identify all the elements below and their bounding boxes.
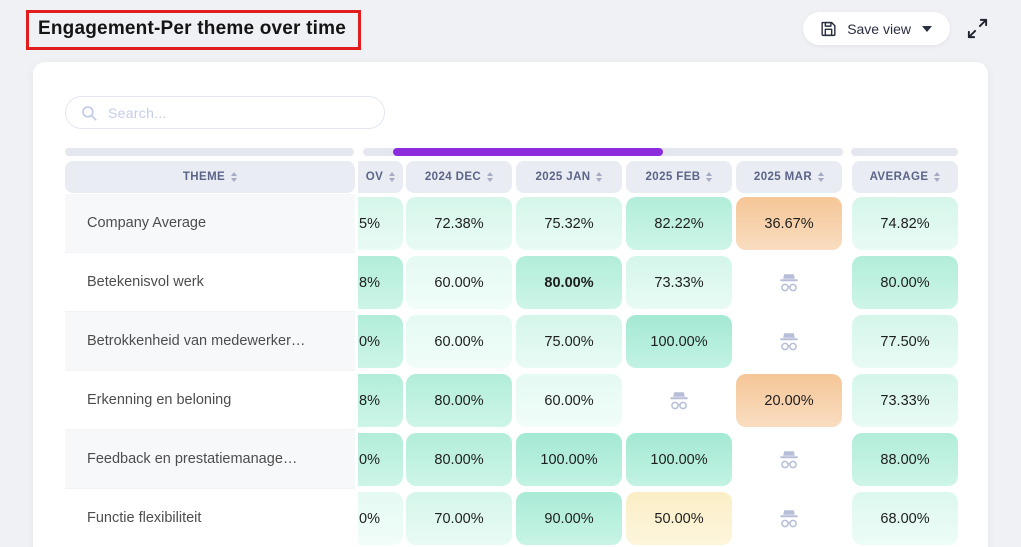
table-header-row: THEME OV 2024 DEC 2025 JAN 2025 FEB 2025 MAR A… [65,159,958,194]
value-cell: 100.00% [516,433,622,486]
value-cell: 88.00% [852,433,958,486]
column-header-dec[interactable]: 2024 DEC [406,160,512,193]
column-header-label: 2024 DEC [424,170,482,183]
column-header-nov[interactable]: OV [358,160,403,193]
column-header-jan[interactable]: 2025 JAN [516,160,622,193]
column-header-label: AVERAGE [869,170,929,183]
save-icon [819,19,838,38]
value-cell: 60.00% [406,256,512,309]
theme-cell: Betrokkenheid van medewerker… [65,312,355,371]
scrollbar-track [851,148,958,156]
theme-cell: Betekenisvol werk [65,253,355,312]
save-view-button[interactable]: Save view [803,12,950,45]
column-header-theme[interactable]: THEME [65,160,355,193]
value-cell: 60.00% [406,315,512,368]
table-row: Betrokkenheid van medewerker… 0% 60.00% 75.… [65,312,958,371]
value-cell: 90.00% [516,492,622,545]
value-cell: 75.32% [516,197,622,250]
value-cell-anonymous [736,315,842,368]
report-card: THEME OV 2024 DEC 2025 JAN 2025 FEB 2025 MAR A… [33,62,988,547]
value-cell: 0% [358,492,403,545]
column-header-mar[interactable]: 2025 MAR [736,160,842,193]
column-header-avg[interactable]: AVERAGE [852,160,958,193]
column-header-label: 2025 JAN [535,170,591,183]
table-row: Erkenning en beloning 8% 80.00% 60.00% 20.00… [65,371,958,430]
value-cell: 8% [358,256,403,309]
theme-cell: Feedback en prestatiemanage… [65,430,355,489]
value-cell: 80.00% [406,374,512,427]
save-view-label: Save view [847,20,911,37]
title-annotation-box: Engagement-Per theme over time [26,10,361,50]
value-cell: 8% [358,374,403,427]
value-cell: 80.00% [852,256,958,309]
column-header-label: OV [365,170,384,183]
value-cell: 50.00% [626,492,732,545]
sort-icon [389,171,396,182]
sort-icon [596,171,603,182]
page-title: Engagement-Per theme over time [38,18,346,39]
horizontal-scrollbar [65,148,958,156]
table-row: Betekenisvol werk 8% 60.00% 80.00% 73.33% 80.… [65,253,958,312]
search-box[interactable] [65,96,385,129]
table: THEME OV 2024 DEC 2025 JAN 2025 FEB 2025 MAR A… [65,159,958,547]
value-cell: 80.00% [406,433,512,486]
scrollbar-thumb[interactable] [393,148,663,156]
value-cell-anonymous [626,374,732,427]
table-row: Company Average 5% 72.38% 75.32% 82.22% 36.67… [65,194,958,253]
value-cell: 0% [358,433,403,486]
value-cell: 70.00% [406,492,512,545]
value-cell: 100.00% [626,315,732,368]
value-cell: 73.33% [852,374,958,427]
sort-icon [231,171,238,182]
sort-icon [934,171,941,182]
value-cell: 68.00% [852,492,958,545]
anonymous-icon [667,390,691,411]
value-cell: 5% [358,197,403,250]
value-cell: 100.00% [626,433,732,486]
theme-cell: Company Average [65,194,355,253]
value-cell: 77.50% [852,315,958,368]
top-bar: Engagement-Per theme over time Save view [0,0,1021,56]
value-cell-anonymous [736,433,842,486]
theme-cell: Erkenning en beloning [65,371,355,430]
search-input[interactable] [108,104,370,121]
value-cell: 74.82% [852,197,958,250]
sort-icon [487,171,494,182]
anonymous-icon [777,449,801,470]
value-cell: 80.00% [516,256,622,309]
anonymous-icon [777,508,801,529]
value-cell: 0% [358,315,403,368]
anonymous-icon [777,272,801,293]
search-icon [80,104,98,122]
table-row: Feedback en prestatiemanage… 0% 80.00% 100.… [65,430,958,489]
value-cell-anonymous [736,256,842,309]
anonymous-icon [777,331,801,352]
table-row: Functie flexibiliteit 0% 70.00% 90.00% 50.00… [65,489,958,547]
theme-cell: Functie flexibiliteit [65,489,355,547]
value-cell: 20.00% [736,374,842,427]
value-cell: 60.00% [516,374,622,427]
value-cell: 72.38% [406,197,512,250]
value-cell-anonymous [736,492,842,545]
expand-arrows-icon [966,17,989,40]
chevron-down-icon [922,25,932,32]
scrollbar-track [65,148,354,156]
column-header-feb[interactable]: 2025 FEB [626,160,732,193]
column-header-label: 2025 MAR [753,170,813,183]
value-cell: 73.33% [626,256,732,309]
value-cell: 36.67% [736,197,842,250]
value-cell: 75.00% [516,315,622,368]
expand-button[interactable] [964,15,991,42]
column-header-label: THEME [182,170,226,183]
sort-icon [706,171,713,182]
column-header-label: 2025 FEB [645,170,701,183]
sort-icon [818,171,825,182]
value-cell: 82.22% [626,197,732,250]
